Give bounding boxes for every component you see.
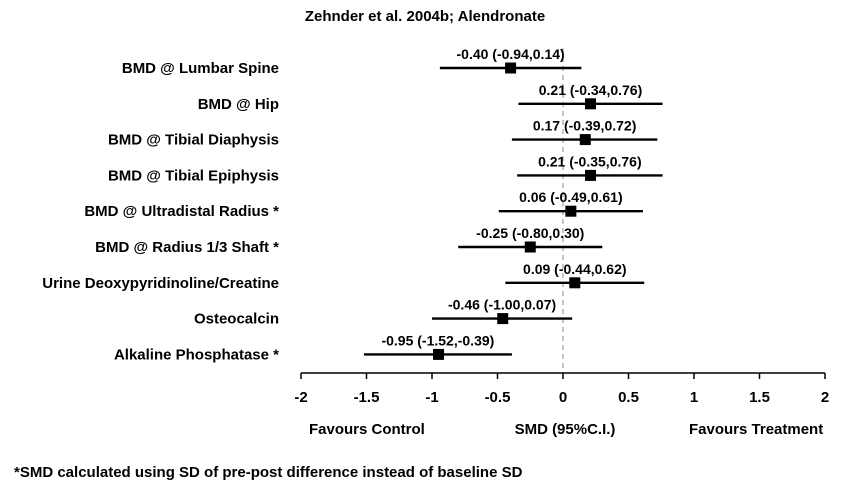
row-label: Alkaline Phosphatase * xyxy=(114,346,279,363)
estimate-label: 0.21 (-0.34,0.76) xyxy=(539,82,643,98)
x-axis-ticks: -2 -1.5 -1 -0.5 0 0.5 1 1.5 2 xyxy=(294,373,829,406)
forest-row: Urine Deoxypyridinoline/Creatine 0.09 (-0… xyxy=(42,261,645,292)
estimate-label: 0.21 (-0.35,0.76) xyxy=(538,153,642,169)
x-tick-label: 1 xyxy=(690,389,698,406)
x-tick-label: -1.5 xyxy=(354,389,380,406)
x-tick-label: -1 xyxy=(425,389,438,406)
favours-treatment-label: Favours Treatment xyxy=(689,421,823,438)
favours-control-label: Favours Control xyxy=(309,421,425,438)
point-estimate-marker xyxy=(585,98,597,110)
point-estimate-marker xyxy=(569,277,581,289)
x-tick-label: 0 xyxy=(559,389,567,406)
forest-rows: BMD @ Lumbar Spine-0.40 (-0.94,0.14)BMD … xyxy=(42,46,663,363)
forest-row: BMD @ Radius 1/3 Shaft * -0.25 (-0.80,0.3… xyxy=(95,225,603,256)
chart-title: Zehnder et al. 2004b; Alendronate xyxy=(305,8,545,25)
row-label: BMD @ Tibial Epiphysis xyxy=(108,167,279,184)
estimate-label: 0.17 (-0.39,0.72) xyxy=(533,118,637,134)
point-estimate-marker xyxy=(497,313,509,325)
estimate-label: 0.09 (-0.44,0.62) xyxy=(523,261,627,277)
forest-row: Alkaline Phosphatase * -0.95 (-1.52,-0.39… xyxy=(114,332,512,363)
row-label: Urine Deoxypyridinoline/Creatine xyxy=(42,275,279,292)
estimate-label: -0.46 (-1.00,0.07) xyxy=(448,297,556,313)
point-estimate-marker xyxy=(579,134,591,146)
estimate-label: -0.95 (-1.52,-0.39) xyxy=(381,332,494,348)
forest-row: BMD @ Ultradistal Radius * 0.06 (-0.49,0.… xyxy=(84,189,643,220)
x-tick-label: 0.5 xyxy=(618,389,639,406)
x-tick-label: -0.5 xyxy=(485,389,511,406)
point-estimate-marker xyxy=(433,348,445,360)
row-label: BMD @ Tibial Diaphysis xyxy=(108,132,279,149)
point-estimate-marker xyxy=(585,169,597,181)
footnote: *SMD calculated using SD of pre-post dif… xyxy=(14,464,523,481)
forest-row: BMD @ Tibial Epiphysis 0.21 (-0.35,0.76) xyxy=(108,153,663,184)
point-estimate-marker xyxy=(565,205,577,217)
row-label: BMD @ Lumbar Spine xyxy=(122,60,279,77)
row-label: Osteocalcin xyxy=(194,311,279,328)
forest-row: BMD @ Lumbar Spine -0.40 (-0.94,0.14) xyxy=(122,46,582,77)
forest-row: Osteocalcin -0.46 (-1.00,0.07) xyxy=(194,297,573,328)
forest-row: BMD @ Tibial Diaphysis 0.17 (-0.39,0.72) xyxy=(108,118,658,149)
row-label: BMD @ Ultradistal Radius * xyxy=(84,203,279,220)
point-estimate-marker xyxy=(524,241,536,253)
x-tick-label: 1.5 xyxy=(749,389,770,406)
estimate-label: 0.06 (-0.49,0.61) xyxy=(519,189,623,205)
forest-row: BMD @ Hip 0.21 (-0.34,0.76) xyxy=(198,82,663,113)
x-axis-label: SMD (95%C.I.) xyxy=(515,421,616,438)
x-tick-label: -2 xyxy=(294,389,307,406)
estimate-label: -0.25 (-0.80,0.30) xyxy=(476,225,584,241)
estimate-label: -0.40 (-0.94,0.14) xyxy=(457,46,565,62)
x-tick-label: 2 xyxy=(821,389,829,406)
point-estimate-marker xyxy=(505,62,517,74)
row-label: BMD @ Hip xyxy=(198,96,279,113)
row-label: BMD @ Radius 1/3 Shaft * xyxy=(95,239,279,256)
